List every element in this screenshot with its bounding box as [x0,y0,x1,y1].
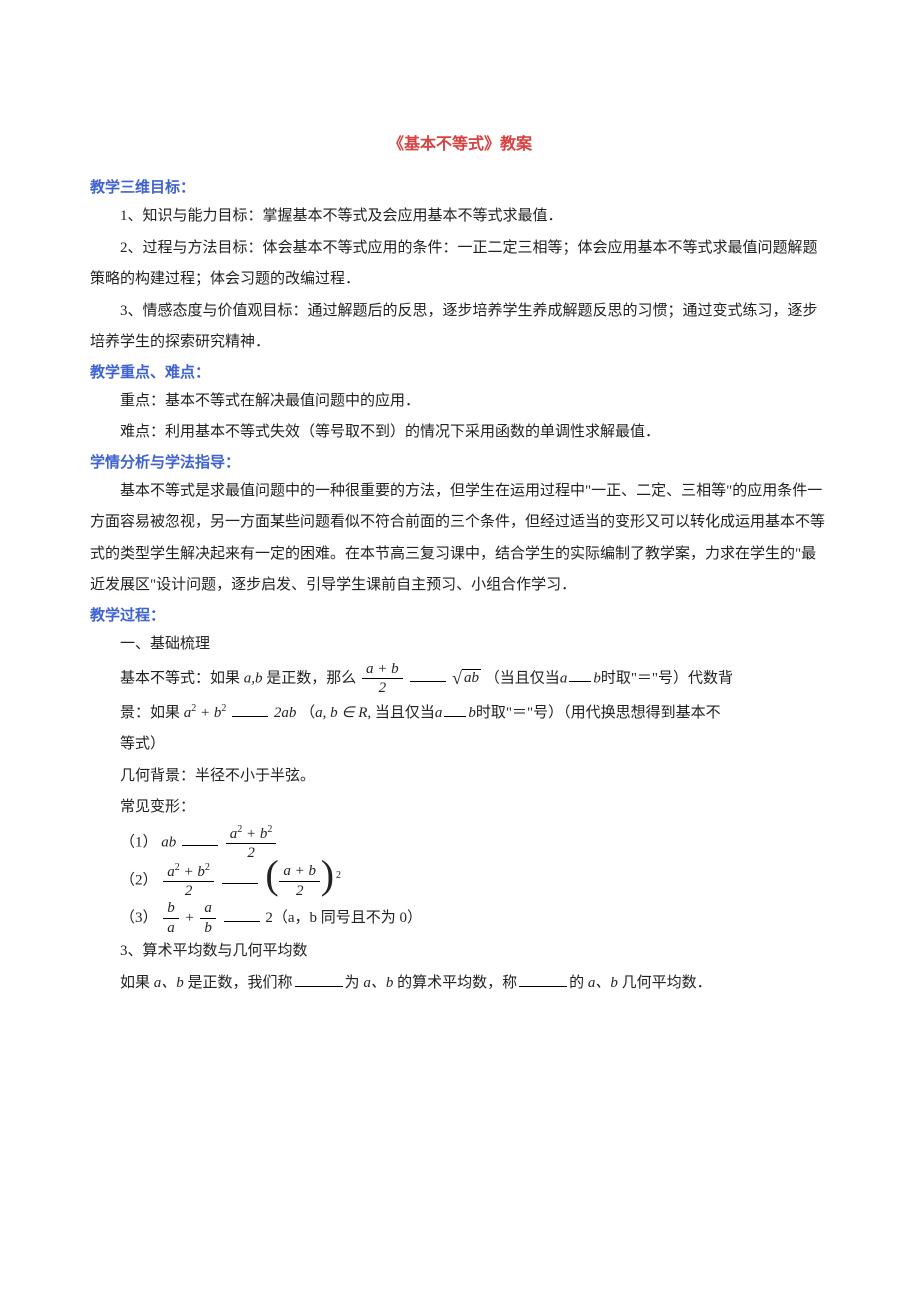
focus-1: 重点：基本不等式在解决最值问题中的应用． [90,386,830,418]
math-b: b [593,670,601,686]
text: 如果 [120,975,154,991]
frac-a-over-b: ab [200,900,216,936]
blank [222,869,258,884]
algebraic-background-line-2: 等式） [90,729,830,761]
frac-b-over-a: ba [163,900,179,936]
focus-2: 难点：利用基本不等式失效（等号取不到）的情况下采用函数的单调性求解最值． [90,417,830,449]
subheading-means: 3、算术平均数与几何平均数 [90,936,830,968]
common-variants: 常见变形： [90,792,830,824]
blank [182,831,218,846]
text: 为 [345,975,364,991]
goal-2: 2、过程与方法目标：体会基本不等式应用的条件：一正二定三相等；体会应用基本不等式… [90,233,830,296]
math-b: b [468,705,476,721]
math-ab: a,b [244,670,263,686]
blank [410,667,446,682]
text: 景：如果 [120,705,180,721]
math-ab: a、b [588,975,618,991]
means-definition: 如果 a、b 是正数，我们称 为 a、b 的算术平均数，称 的 a、b 几何平均数． [90,968,830,1000]
algebraic-background-line: 景：如果 a2 + b2 2ab （a, b ∈ R, 当且仅当a b时取"＝"号… [90,698,830,730]
frac-a2b2-over-2: a2 + b22 [163,862,214,900]
text: 的算术平均数，称 [397,975,517,991]
heading-analysis: 学情分析与学法指导： [90,451,830,472]
goal-3: 3、情感态度与价值观目标：通过解题后的反思，逐步培养学生养成解题反思的习惯；通过… [90,296,830,359]
heading-goals: 教学三维目标： [90,176,830,197]
text: 的 [569,975,588,991]
text: 当且仅当 [375,705,435,721]
text: 基本不等式：如果 [120,670,244,686]
math-a: a [435,705,443,721]
sqrt-ab: √ab [452,660,481,698]
variant-1: （1） ab a2 + b22 [90,824,830,862]
math-2ab: 2ab [274,705,297,721]
label: （2） [120,872,158,888]
text: 时取"＝"号）（用代换思想得到基本不 [476,705,721,721]
text: 时取"＝"号）代数背 [601,670,733,686]
text: 是正数，那么 [263,670,361,686]
frac-aplusb-over-2: a + b2 [362,661,403,697]
paren-frac: a + b2 [275,863,324,900]
goal-1: 1、知识与能力目标：掌握基本不等式及会应用基本不等式求最值． [90,201,830,233]
variant-2: （2） a2 + b22 a + b2 2 [90,862,830,900]
math-ab: a、b [363,975,393,991]
math-ab: ab [161,834,176,850]
blank [295,972,343,987]
math-a2b2: a2 + b2 [184,705,227,721]
process-section-1: 一、基础梳理 [90,629,830,661]
blank [519,972,567,987]
heading-process: 教学过程： [90,604,830,625]
basic-inequality-line: 基本不等式：如果 a,b 是正数，那么 a + b2 √ab （当且仅当a b时取… [90,660,830,698]
text: 几何平均数． [622,975,712,991]
label: （1） [120,834,158,850]
blank [232,702,268,717]
blank [224,907,260,922]
math-abR: a, b ∈ R, [315,705,371,721]
text: 是正数，我们称 [188,975,293,991]
label: （3） [120,910,158,926]
analysis-text: 基本不等式是求最值问题中的一种很重要的方法，但学生在运用过程中"一正、二定、三相… [90,476,830,602]
heading-focus: 教学重点、难点： [90,361,830,382]
math-ab: a、b [154,975,184,991]
geometric-background: 几何背景：半径不小于半弦。 [90,761,830,793]
text: （当且仅当 [485,670,560,686]
text: （ [300,705,315,721]
text: 2（a，b 同号且不为 0） [265,910,422,926]
page-title: 《基本不等式》教案 [90,130,830,154]
plus: + [185,910,199,926]
blank [569,667,591,682]
variant-3: （3） ba + ab 2（a，b 同号且不为 0） [90,900,830,937]
blank [444,702,466,717]
math-a: a [560,670,568,686]
